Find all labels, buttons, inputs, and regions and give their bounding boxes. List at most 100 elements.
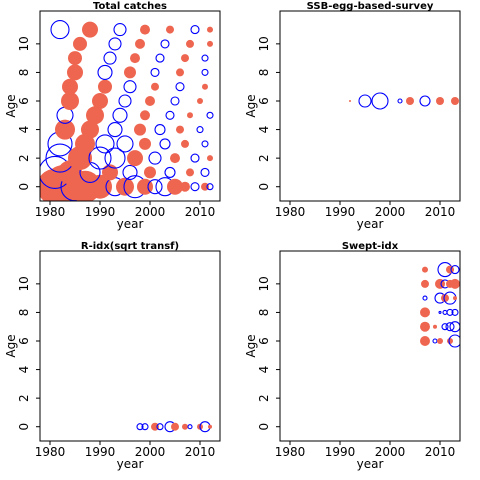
y-tick-label: 2 [257,154,271,162]
bubble-positive [207,40,213,47]
y-tick-label: 6 [17,97,31,105]
bubble-negative [150,67,160,77]
x-tick-label: 1980 [35,445,66,459]
bubble-positive [436,97,444,105]
bubble-positive [55,119,75,140]
bubble-negative [422,295,428,301]
bubble-positive [435,278,445,289]
panel-title: Swept-idx [342,241,399,252]
bubble-negative [175,82,185,92]
y-tick-label: 6 [17,337,31,345]
bubble-layer [40,20,214,201]
bubble-negative [441,323,449,331]
x-tick-label: 2010 [185,205,216,219]
bubble-positive [140,24,150,35]
bubble-positive [139,137,151,150]
bubble-positive [422,266,428,273]
x-axis-label: year [117,217,144,231]
y-tick-label: 8 [17,309,31,317]
panel-3: R-idx(sqrt transf) 1980 1990 2000 2010 0 2 4 6 8 1… [4,241,221,471]
bubble-negative [113,23,127,37]
panel-title: Total catches [93,1,167,12]
x-tick-label: 1990 [325,445,356,459]
plot-frame [39,250,221,442]
bubble-positive [441,294,449,303]
y-axis-label: Age [244,94,258,117]
bubble-negative [190,153,200,163]
bubble-positive [167,178,183,195]
y-tick-label: 8 [17,69,31,77]
bubble-negative [97,64,113,80]
bubble-negative [170,96,180,106]
bubble-positive [151,82,159,91]
bubble-negative [50,20,70,40]
bubble-positive [62,78,78,95]
bubble-positive [127,150,143,167]
bubble-negative [445,322,455,332]
bubble-negative [141,423,149,431]
y-axis-label: Age [4,94,18,117]
bubble-negative [442,309,448,315]
y-tick-label: 0 [17,423,31,431]
bubble-negative [147,179,163,195]
bubble-positive [208,424,212,429]
bubble-positive [433,324,437,329]
bubble-negative [190,182,200,192]
bubble-negative [107,122,123,138]
bubble-negative [206,111,214,119]
y-tick-label: 10 [17,36,31,51]
bubble-positive [151,422,159,431]
bubble-layer [349,92,459,110]
bubble-positive [349,100,351,102]
bubble-negative [165,110,175,120]
x-tick-label: 2000 [375,445,406,459]
panel-4: Swept-idx 1980 1990 2000 2010 0 2 4 6 8 10 year Age [244,241,461,471]
bubble-positive [61,92,79,110]
bubble-positive [68,51,82,66]
bubble-negative [88,146,112,170]
bubble-negative [190,25,200,35]
bubble-negative [159,138,171,150]
bubble-negative [95,134,115,154]
bubble-negative [108,37,122,51]
y-tick-label: 4 [257,366,271,374]
bubble-positive [135,38,145,49]
bubble-positive [202,83,208,90]
bubble-positive [437,338,443,344]
bubble-negative [103,51,117,65]
bubble-positive [207,26,213,33]
bubble-positive [140,110,150,121]
bubble-negative [206,183,214,191]
bubble-negative [201,140,209,148]
bubble-positive [75,133,95,154]
bubble-negative [201,54,209,62]
bubble-positive [88,174,112,199]
bubble-positive [145,96,155,106]
bubble-negative [371,92,389,110]
bubble-negative [112,107,128,123]
bubble-positive [181,139,189,148]
y-tick-label: 2 [17,154,31,162]
y-tick-label: 0 [17,183,31,191]
y-tick-label: 10 [257,276,271,291]
x-tick-label: 2000 [135,445,166,459]
bubble-negative [123,80,137,94]
bubble-positive [201,182,209,191]
y-tick-label: 4 [17,126,31,134]
bubble-positive [451,97,459,105]
bubble-positive [186,168,194,177]
bubble-negative [432,338,438,344]
plot-frame [279,10,461,202]
bubble-positive [170,153,180,164]
plot-frame [39,10,221,202]
bubble-positive [186,39,194,48]
bubble-positive [182,423,188,430]
bubble-negative [200,167,210,177]
x-tick-label: 1980 [275,205,306,219]
bubble-positive [446,265,454,274]
x-tick-label: 2000 [375,205,406,219]
bubble-positive [67,64,83,81]
bubble-negative [164,166,176,178]
bubble-positive [176,68,184,77]
